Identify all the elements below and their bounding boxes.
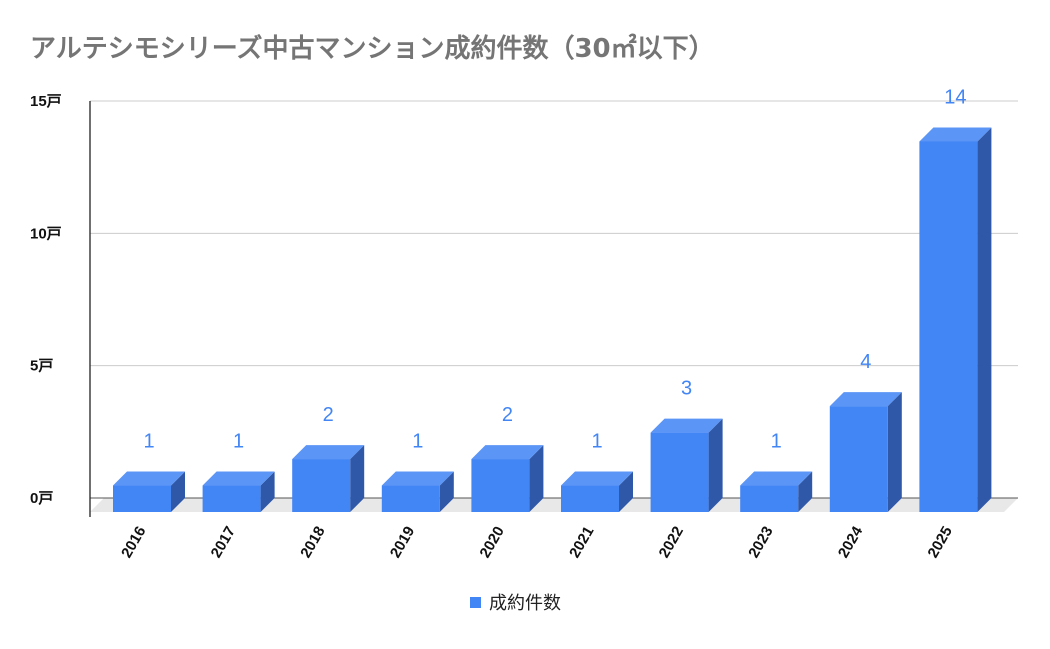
y-tick-label: 15戸 — [30, 93, 62, 110]
data-label: 3 — [681, 378, 692, 400]
bar-top — [919, 127, 992, 142]
bar-top — [113, 471, 185, 486]
x-tick-label: 2020 — [476, 524, 507, 561]
x-tick-label: 2024 — [835, 523, 867, 561]
bar — [113, 485, 171, 512]
bar — [471, 459, 530, 512]
x-tick-label: 2023 — [745, 524, 776, 561]
x-tick-label: 2025 — [924, 524, 955, 561]
bar — [740, 485, 799, 512]
data-label: 14 — [944, 86, 966, 108]
data-label: 1 — [771, 431, 782, 453]
bar-side — [798, 471, 813, 512]
y-tick-label: 10戸 — [30, 225, 62, 242]
bar — [381, 485, 440, 512]
bar-side — [619, 471, 633, 512]
bar-top — [202, 471, 275, 486]
bar-top — [292, 445, 365, 460]
bar-side — [977, 127, 992, 512]
y-tick-label: 5戸 — [30, 358, 53, 375]
bar — [292, 459, 351, 512]
x-tick-label: 2016 — [118, 524, 149, 561]
bar-top — [829, 392, 902, 407]
bar — [561, 485, 619, 512]
data-label: 1 — [143, 431, 154, 453]
bar-top — [471, 445, 544, 460]
data-label: 1 — [233, 431, 244, 453]
y-tick-label: 0戸 — [30, 490, 53, 507]
legend-swatch — [470, 597, 481, 608]
x-tick-label: 2022 — [656, 524, 687, 561]
bar-top — [740, 471, 813, 486]
x-tick-label: 2017 — [208, 524, 239, 561]
bar-side — [708, 418, 723, 512]
data-label: 2 — [323, 404, 334, 426]
bar-top — [381, 471, 454, 486]
bar-top — [561, 471, 633, 486]
bar — [919, 141, 978, 512]
bar-side — [529, 445, 544, 512]
bar-side — [260, 471, 275, 512]
data-label: 4 — [860, 351, 871, 373]
bar — [202, 485, 261, 512]
legend-label: 成約件数 — [489, 593, 561, 614]
bar-top — [650, 418, 723, 433]
bar-side — [171, 471, 185, 512]
bar — [829, 406, 888, 512]
data-label: 1 — [412, 431, 423, 453]
bar-side — [439, 471, 454, 512]
x-tick-label: 2019 — [387, 524, 418, 561]
data-label: 2 — [502, 404, 513, 426]
bar-side — [887, 392, 902, 512]
bar — [650, 432, 709, 512]
x-tick-label: 2021 — [566, 524, 597, 561]
bar-side — [350, 445, 365, 512]
data-label: 1 — [591, 431, 602, 453]
chart-title: アルテシモシリーズ中古マンション成約件数（30㎡以下） — [30, 34, 715, 64]
x-tick-label: 2018 — [297, 524, 328, 561]
